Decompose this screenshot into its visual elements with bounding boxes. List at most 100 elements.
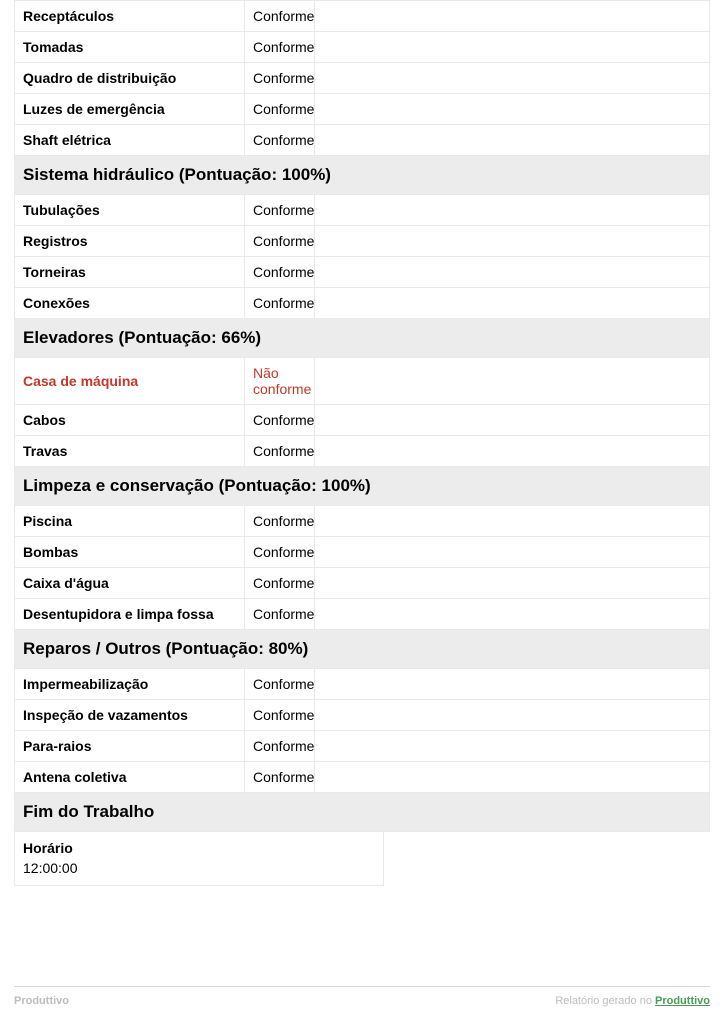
notes-cell	[315, 358, 710, 405]
table-row: ConexõesConforme	[15, 288, 710, 319]
table-row: TubulaçõesConforme	[15, 195, 710, 226]
item-cell: Bombas	[15, 537, 245, 568]
status-cell: Conforme	[245, 700, 315, 731]
notes-cell	[315, 731, 710, 762]
status-cell: Conforme	[245, 568, 315, 599]
item-cell: Torneiras	[15, 257, 245, 288]
item-cell: Receptáculos	[15, 1, 245, 32]
item-cell: Casa de máquina	[15, 358, 245, 405]
item-cell: Para-raios	[15, 731, 245, 762]
table-row: ReceptáculosConforme	[15, 1, 710, 32]
notes-cell	[315, 568, 710, 599]
item-cell: Travas	[15, 436, 245, 467]
section-header-row: Limpeza e conservação (Pontuação: 100%)	[15, 467, 710, 506]
table-row: Antena coletivaConforme	[15, 762, 710, 793]
table-row: TomadasConforme	[15, 32, 710, 63]
notes-cell	[315, 257, 710, 288]
status-cell: Conforme	[245, 762, 315, 793]
item-cell: Tubulações	[15, 195, 245, 226]
horario-value: 12:00:00	[23, 859, 375, 879]
notes-cell	[315, 700, 710, 731]
item-cell: Registros	[15, 226, 245, 257]
status-cell: Conforme	[245, 288, 315, 319]
table-row: PiscinaConforme	[15, 506, 710, 537]
notes-cell	[315, 125, 710, 156]
notes-cell	[315, 506, 710, 537]
status-cell: Conforme	[245, 125, 315, 156]
report-page: ReceptáculosConformeTomadasConformeQuadr…	[0, 0, 724, 906]
table-row: CabosConforme	[15, 405, 710, 436]
footer-brand: Produttivo	[14, 995, 69, 1007]
status-cell: Conforme	[245, 537, 315, 568]
section-title: Elevadores (Pontuação: 66%)	[15, 319, 710, 358]
notes-cell	[315, 63, 710, 94]
item-cell: Cabos	[15, 405, 245, 436]
notes-cell	[315, 405, 710, 436]
item-cell: Inspeção de vazamentos	[15, 700, 245, 731]
section-title: Limpeza e conservação (Pontuação: 100%)	[15, 467, 710, 506]
item-cell: Shaft elétrica	[15, 125, 245, 156]
notes-cell	[315, 599, 710, 630]
status-cell: Conforme	[245, 405, 315, 436]
table-row: Quadro de distribuiçãoConforme	[15, 63, 710, 94]
notes-cell	[315, 436, 710, 467]
table-row: Desentupidora e limpa fossaConforme	[15, 599, 710, 630]
status-cell: Conforme	[245, 195, 315, 226]
item-cell: Caixa d'água	[15, 568, 245, 599]
horario-box: Horário 12:00:00	[14, 832, 384, 886]
footer-link[interactable]: Produttivo	[655, 995, 710, 1007]
item-cell: Quadro de distribuição	[15, 63, 245, 94]
footer-text: Relatório gerado no	[555, 995, 655, 1007]
status-cell: Conforme	[245, 226, 315, 257]
status-cell: Não conforme	[245, 358, 315, 405]
status-cell: Conforme	[245, 599, 315, 630]
fim-title: Fim do Trabalho	[14, 793, 710, 832]
notes-cell	[315, 762, 710, 793]
item-cell: Luzes de emergência	[15, 94, 245, 125]
section-header-row: Reparos / Outros (Pontuação: 80%)	[15, 630, 710, 669]
report-table: ReceptáculosConformeTomadasConformeQuadr…	[14, 0, 710, 793]
status-cell: Conforme	[245, 32, 315, 63]
section-title: Reparos / Outros (Pontuação: 80%)	[15, 630, 710, 669]
table-row: TorneirasConforme	[15, 257, 710, 288]
section-title: Sistema hidráulico (Pontuação: 100%)	[15, 156, 710, 195]
item-cell: Impermeabilização	[15, 669, 245, 700]
item-cell: Antena coletiva	[15, 762, 245, 793]
notes-cell	[315, 669, 710, 700]
fim-block: Fim do Trabalho Horário 12:00:00	[14, 793, 710, 886]
status-cell: Conforme	[245, 731, 315, 762]
status-cell: Conforme	[245, 257, 315, 288]
status-cell: Conforme	[245, 669, 315, 700]
notes-cell	[315, 537, 710, 568]
item-cell: Tomadas	[15, 32, 245, 63]
item-cell: Conexões	[15, 288, 245, 319]
status-cell: Conforme	[245, 63, 315, 94]
status-cell: Conforme	[245, 506, 315, 537]
horario-label: Horário	[23, 839, 375, 859]
notes-cell	[315, 195, 710, 226]
table-row: Inspeção de vazamentosConforme	[15, 700, 710, 731]
status-cell: Conforme	[245, 1, 315, 32]
section-header-row: Sistema hidráulico (Pontuação: 100%)	[15, 156, 710, 195]
footer-right: Relatório gerado no Produttivo	[555, 995, 710, 1007]
status-cell: Conforme	[245, 436, 315, 467]
item-cell: Desentupidora e limpa fossa	[15, 599, 245, 630]
item-cell: Piscina	[15, 506, 245, 537]
table-row: ImpermeabilizaçãoConforme	[15, 669, 710, 700]
notes-cell	[315, 1, 710, 32]
table-row: BombasConforme	[15, 537, 710, 568]
footer: Produttivo Relatório gerado no Produttiv…	[0, 995, 724, 1031]
table-row: RegistrosConforme	[15, 226, 710, 257]
table-row: Luzes de emergênciaConforme	[15, 94, 710, 125]
notes-cell	[315, 94, 710, 125]
notes-cell	[315, 288, 710, 319]
notes-cell	[315, 32, 710, 63]
table-row: Shaft elétricaConforme	[15, 125, 710, 156]
notes-cell	[315, 226, 710, 257]
table-row: TravasConforme	[15, 436, 710, 467]
table-row: Para-raiosConforme	[15, 731, 710, 762]
footer-separator	[14, 986, 710, 987]
table-row: Caixa d'águaConforme	[15, 568, 710, 599]
section-header-row: Elevadores (Pontuação: 66%)	[15, 319, 710, 358]
table-row: Casa de máquinaNão conforme	[15, 358, 710, 405]
